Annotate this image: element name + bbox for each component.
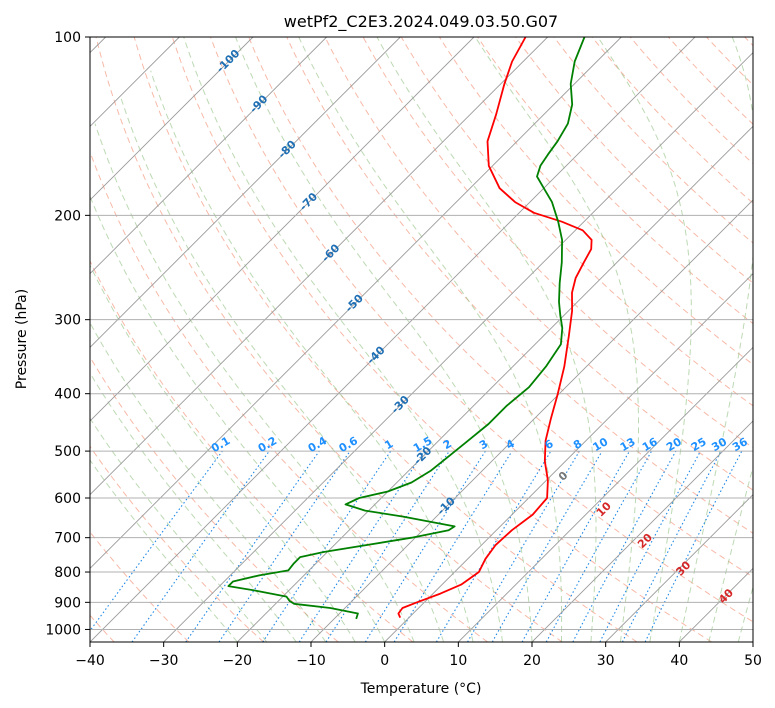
isotherm-line bbox=[310, 199, 753, 642]
x-tick-label: −20 bbox=[223, 653, 253, 669]
y-tick-label: 500 bbox=[54, 444, 81, 460]
y-tick-label: 1000 bbox=[45, 622, 81, 638]
dry-adiabat-line bbox=[286, 37, 753, 534]
isotherm-line bbox=[90, 37, 548, 496]
moist-adiabat-line bbox=[90, 372, 297, 642]
y-tick-label: 100 bbox=[54, 30, 81, 46]
mixing-ratio-line bbox=[185, 450, 320, 642]
mixing-ratio-line bbox=[393, 450, 513, 642]
isotherm-line bbox=[237, 125, 753, 642]
moist-adiabat-line bbox=[737, 585, 753, 642]
isotherm-line bbox=[90, 37, 622, 569]
y-tick-label: 700 bbox=[54, 531, 81, 547]
dry-adiabat-line bbox=[95, 37, 563, 642]
x-axis: −40 −30 −20 −10 0 10 20 30 40 50 bbox=[75, 642, 762, 669]
y-tick-label: 900 bbox=[54, 595, 81, 611]
y-tick-label: 200 bbox=[54, 208, 81, 224]
x-axis-label: Temperature (°C) bbox=[360, 681, 482, 697]
isotherm-line bbox=[384, 273, 753, 642]
moist-adiabat-line bbox=[235, 37, 533, 642]
x-tick-label: −10 bbox=[296, 653, 326, 669]
moist-adiabat-line bbox=[119, 96, 445, 642]
background-grid bbox=[90, 37, 753, 642]
mixing-ratio-line bbox=[218, 450, 351, 642]
y-tick-label: 300 bbox=[54, 313, 81, 329]
mixing-ratio-line bbox=[298, 450, 425, 642]
plot-frame bbox=[89, 36, 754, 643]
x-tick-label: −30 bbox=[149, 653, 179, 669]
isotherm-line bbox=[90, 37, 327, 275]
profile-series bbox=[227, 37, 593, 620]
x-tick-label: 30 bbox=[597, 653, 615, 669]
isotherm-line bbox=[90, 37, 475, 422]
moist-adiabat-line bbox=[183, 37, 503, 642]
isotherm-line bbox=[605, 494, 753, 642]
y-tick-label: 400 bbox=[54, 387, 81, 403]
y-tick-label: 800 bbox=[54, 565, 81, 581]
moist-adiabat-line bbox=[678, 37, 753, 642]
dry-adiabat-line bbox=[133, 37, 638, 642]
mixing-ratio-line bbox=[90, 450, 223, 632]
dry-adiabat-line bbox=[90, 259, 414, 642]
moist-adiabat-line bbox=[708, 465, 753, 642]
dry-adiabat-line bbox=[515, 37, 753, 284]
mixing-ratio-line bbox=[262, 450, 392, 642]
y-tick-label: 600 bbox=[54, 491, 81, 507]
mixing-ratio-line bbox=[521, 450, 630, 642]
moist-adiabat-line bbox=[376, 37, 597, 642]
mixing-ratio-line bbox=[572, 450, 677, 642]
mixing-ratio-line bbox=[545, 450, 653, 642]
mixing-ratio-line bbox=[131, 450, 270, 642]
moist-adiabat-line bbox=[298, 37, 563, 642]
y-axis: 100 200 300 400 500 600 700 800 900 1000 bbox=[45, 30, 90, 638]
temperature-line bbox=[397, 37, 593, 618]
mixing-ratio-line bbox=[325, 450, 450, 642]
dry-adiabat-line bbox=[90, 356, 339, 642]
dry-adiabat-line bbox=[90, 445, 264, 642]
dry-adiabat-line bbox=[171, 37, 712, 642]
isotherm-line bbox=[163, 52, 753, 642]
dry-adiabat-line bbox=[324, 37, 753, 491]
dry-adiabat-line bbox=[248, 37, 753, 578]
x-tick-label: 40 bbox=[670, 653, 688, 669]
isotherm-line bbox=[90, 37, 254, 201]
x-tick-label: 0 bbox=[380, 653, 389, 669]
chart-title: wetPf2_C2E3.2024.049.03.50.G07 bbox=[284, 12, 558, 32]
moist-adiabat-line bbox=[150, 70, 474, 642]
dry-adiabat-line bbox=[210, 37, 753, 623]
moist-adiabat-line bbox=[90, 321, 327, 642]
isotherm-line bbox=[458, 346, 753, 642]
x-tick-label: 10 bbox=[449, 653, 467, 669]
isotherm-line bbox=[90, 37, 401, 348]
moist-adiabat-line bbox=[474, 37, 639, 642]
x-tick-label: 50 bbox=[744, 653, 762, 669]
y-axis-label: Pressure (hPa) bbox=[14, 289, 30, 389]
moist-adiabat-line bbox=[597, 37, 692, 642]
isotherm-line bbox=[531, 420, 753, 642]
isotherm-line bbox=[90, 37, 696, 642]
dewpoint-line bbox=[227, 37, 586, 620]
x-tick-label: −40 bbox=[75, 653, 105, 669]
x-tick-label: 20 bbox=[523, 653, 541, 669]
mixing-ratio-line bbox=[644, 450, 743, 642]
moist-adiabat-line bbox=[90, 417, 268, 642]
